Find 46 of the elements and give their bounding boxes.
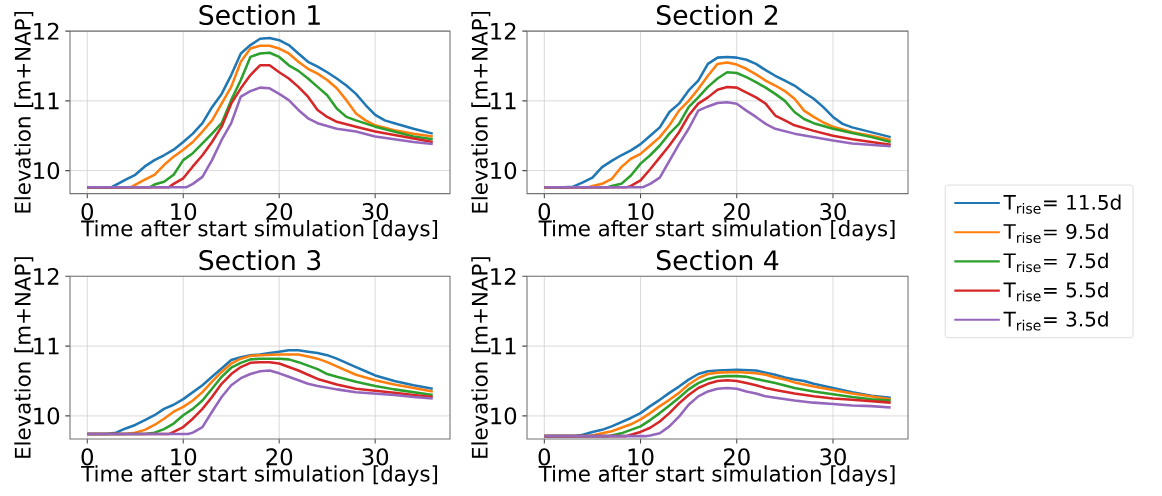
x-tick-label: 30 <box>820 448 846 466</box>
x-tick-label: 0 <box>538 448 551 466</box>
x-tick-label: 10 <box>628 203 654 221</box>
chart-title: Section 2 <box>657 4 778 26</box>
x-tick-label: 20 <box>266 448 293 466</box>
y-tick-label: 11 <box>491 92 516 110</box>
x-tick-label: 20 <box>266 203 293 221</box>
x-tick-label: 30 <box>362 203 389 221</box>
y-axis-title: Elevation [m+NAP] <box>471 12 491 213</box>
x-tick-label: 0 <box>81 203 93 221</box>
y-axis-title: Elevation [m+NAP] <box>471 257 491 459</box>
y-tick-label: 11 <box>34 92 59 110</box>
y-tick-label: 12 <box>34 268 59 285</box>
chart-title: Section 1 <box>199 4 320 26</box>
x-tick-label: 10 <box>628 448 654 466</box>
y-tick-label: 12 <box>491 22 516 40</box>
y-tick-label: 10 <box>34 162 60 180</box>
y-tick-label: 12 <box>34 22 59 40</box>
y-tick-label: 10 <box>491 162 517 180</box>
y-tick-label: 11 <box>34 338 59 355</box>
x-tick-label: 30 <box>820 203 846 221</box>
x-axis-title: Time after start simulation [days] <box>538 465 895 487</box>
y-axis-title: Elevation [m+NAP] <box>14 257 34 459</box>
chart-title: Section 4 <box>657 249 779 271</box>
legend-label: T$_{rise}$= 7.5d <box>1003 252 1108 273</box>
x-axis-title: Time after start simulation [days] <box>538 220 895 241</box>
legend-label: T$_{rise}$= 9.5d <box>1003 223 1108 244</box>
x-tick-label: 10 <box>171 203 197 221</box>
x-axis-title: Time after start simulation [days] <box>81 465 438 487</box>
x-tick-label: 0 <box>538 203 551 221</box>
x-tick-label: 10 <box>171 448 197 466</box>
y-tick-label: 11 <box>491 338 516 355</box>
x-axis-title: Time after start simulation [days] <box>81 220 438 241</box>
x-tick-label: 0 <box>81 448 93 466</box>
x-tick-label: 20 <box>723 203 750 221</box>
legend-label: T$_{rise}$= 3.5d <box>1003 311 1108 331</box>
y-tick-label: 10 <box>34 407 60 425</box>
x-tick-label: 20 <box>723 448 750 466</box>
line-series <box>86 86 434 189</box>
legend-label: T$_{rise}$= 5.5d <box>1003 282 1108 302</box>
legend-label: T$_{rise}$= 11.5d <box>1003 194 1121 214</box>
chart-title: Section 3 <box>199 249 321 271</box>
y-tick-label: 10 <box>491 407 517 425</box>
y-tick-label: 12 <box>491 268 516 285</box>
y-axis-title: Elevation [m+NAP] <box>14 12 34 213</box>
x-tick-label: 30 <box>362 448 389 466</box>
